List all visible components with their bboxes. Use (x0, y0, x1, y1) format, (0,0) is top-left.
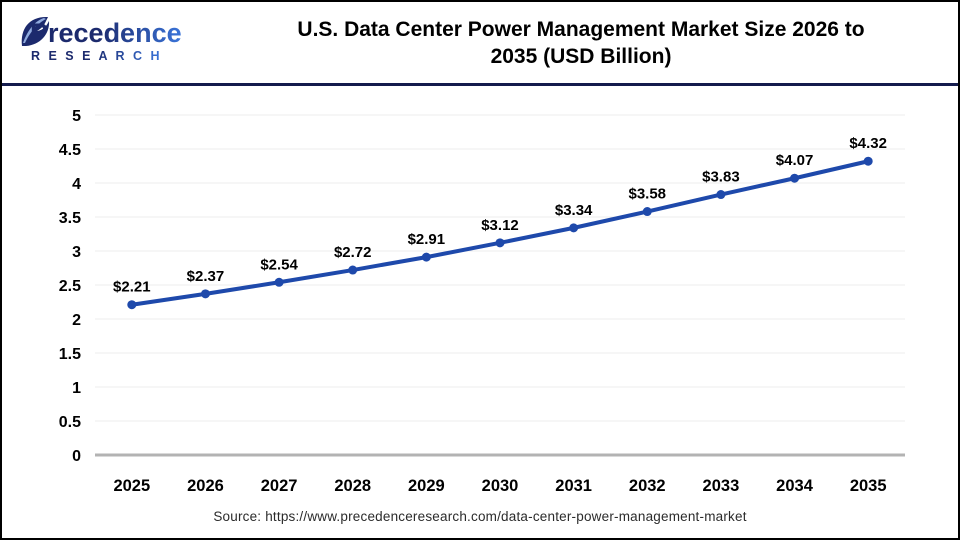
x-tick-label: 2028 (334, 477, 371, 495)
data-point-label: $2.91 (408, 231, 446, 248)
header: Precedence R E S E A R C H U.S. Data Cen… (2, 2, 958, 86)
y-tick-label: 3 (72, 244, 81, 261)
data-point (569, 223, 579, 233)
chart-title-line2: 2035 (USD Billion) (490, 44, 672, 68)
data-point (863, 156, 873, 166)
x-tick-label: 2025 (113, 477, 150, 495)
x-tick-label: 2030 (482, 477, 519, 495)
y-tick-label: 0.5 (59, 414, 81, 431)
brand-subname: R E S E A R C H (31, 49, 162, 63)
leaf-vein (23, 18, 46, 43)
y-tick-label: 1.5 (59, 346, 81, 363)
x-tick-label: 2029 (408, 477, 445, 495)
data-point-label: $3.12 (481, 217, 519, 234)
data-point-label: $2.72 (334, 244, 372, 261)
brand-name: Precedence (30, 18, 182, 48)
precedence-research-logo: Precedence R E S E A R C H (2, 12, 212, 73)
data-point-label: $3.58 (628, 186, 666, 203)
data-point-label: $4.07 (776, 152, 814, 169)
y-tick-label: 0 (72, 448, 81, 465)
x-tick-label: 2032 (629, 477, 666, 495)
data-point (495, 238, 505, 248)
data-point-label: $3.34 (555, 202, 593, 219)
chart-title: U.S. Data Center Power Management Market… (212, 16, 958, 70)
x-tick-label: 2035 (850, 477, 887, 495)
x-tick-label: 2033 (703, 477, 740, 495)
data-point (421, 252, 431, 262)
chart-title-line1: U.S. Data Center Power Management Market… (297, 17, 865, 41)
y-tick-label: 1 (72, 380, 81, 397)
x-tick-label: 2034 (776, 477, 814, 495)
y-tick-label: 5 (72, 108, 81, 125)
data-point-label: $3.83 (702, 169, 740, 186)
data-point-label: $2.21 (113, 279, 151, 296)
y-tick-label: 2.5 (59, 278, 81, 295)
data-point (274, 277, 284, 287)
y-tick-label: 4.5 (59, 142, 81, 159)
y-tick-label: 3.5 (59, 210, 81, 227)
y-tick-label: 4 (72, 176, 81, 193)
data-point (716, 190, 726, 200)
data-point (642, 207, 652, 217)
source-text: Source: https://www.precedenceresearch.c… (213, 509, 747, 524)
data-point-label: $2.54 (260, 256, 298, 273)
y-tick-label: 2 (72, 312, 81, 329)
leaf-icon (21, 16, 50, 46)
data-point (790, 173, 800, 183)
data-point (200, 289, 210, 299)
x-tick-label: 2031 (555, 477, 592, 495)
x-tick-label: 2027 (261, 477, 298, 495)
data-point-label: $2.37 (187, 268, 225, 285)
logo-graphic: Precedence R E S E A R C H (21, 16, 182, 63)
data-point (127, 300, 137, 310)
x-tick-label: 2026 (187, 477, 224, 495)
data-point-label: $4.32 (849, 135, 887, 152)
data-point (348, 265, 358, 275)
